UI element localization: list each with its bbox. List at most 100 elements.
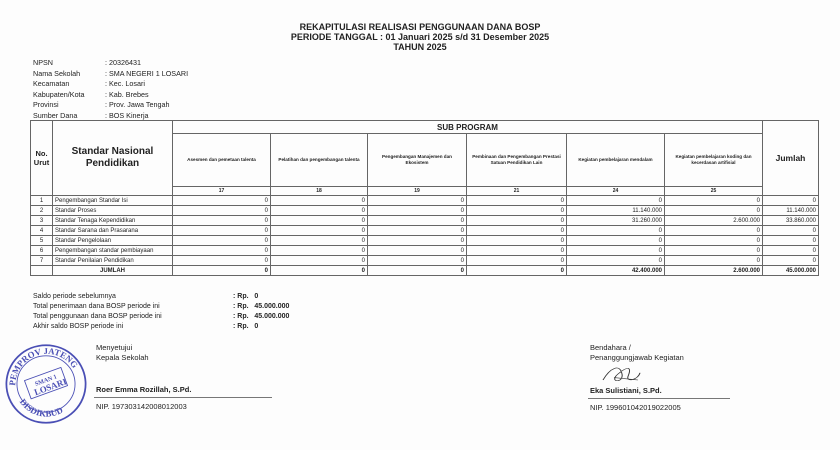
row-number: 7 <box>30 255 53 266</box>
principal-nip: NIP. 197303142008012003 <box>96 402 187 411</box>
column-code: 21 <box>466 186 567 196</box>
row-value: 0 <box>466 225 567 236</box>
row-value: 0 <box>172 225 271 236</box>
row-value: 0 <box>566 225 665 236</box>
row-value: 0 <box>664 245 763 256</box>
row-value: 0 <box>172 205 271 216</box>
info-value: : 20326431 <box>105 58 141 67</box>
info-label: Sumber Dana <box>33 110 78 120</box>
info-label: Kecamatan <box>33 79 70 88</box>
row-number: 6 <box>30 245 53 256</box>
summary-value: : Rp. 0 <box>233 323 259 330</box>
row-value: 0 <box>367 195 467 206</box>
row-value: 0 <box>566 255 665 266</box>
row-total: 0 <box>762 235 819 246</box>
row-value: 0 <box>367 225 467 236</box>
info-label: Nama Sekolah <box>33 68 81 78</box>
principal-title: Kepala Sekolah <box>96 353 149 362</box>
row-value: 11.140.000 <box>566 205 665 216</box>
row-value: 0 <box>664 235 763 246</box>
row-standard: Standar Penilaian Pendidikan <box>52 255 173 266</box>
row-value: 0 <box>172 195 271 206</box>
row-number: 2 <box>30 205 53 216</box>
treasurer-label: Bendahara / <box>590 343 631 352</box>
row-value: 0 <box>367 245 467 256</box>
row-value: 0 <box>664 205 763 216</box>
table-row: 4 Standar Sarana dan Prasarana 0 0 0 0 0 0 0 <box>30 225 819 236</box>
summary-value: : Rp. 45.000.000 <box>233 303 290 310</box>
table-row: 2 Standar Proses 0 0 0 0 11.140.000 0 11.140.000 <box>30 205 819 216</box>
row-total: 0 <box>762 195 819 206</box>
treasurer-title: Penanggungjawab Kegiatan <box>590 353 684 362</box>
row-value: 0 <box>566 245 665 256</box>
row-value: 0 <box>270 255 368 266</box>
table-row: 6 Pengembangan standar pembiayaan 0 0 0 0 0 0 0 <box>30 245 819 256</box>
report-period: PERIODE TANGGAL : 01 Januari 2025 s/d 31… <box>290 32 550 42</box>
column-header: Kegiatan pembelajaran koding dan kecerda… <box>664 133 763 187</box>
school-stamp: PEMPROV JATENG DISDIKBUD SMAN 1 LOSARI <box>5 344 87 424</box>
approval-label: Menyetujui <box>96 343 133 352</box>
info-label: Provinsi <box>33 100 59 109</box>
info-value: : Prov. Jawa Tengah <box>105 100 170 109</box>
row-standard: Standar Sarana dan Prasarana <box>52 225 173 236</box>
row-value: 0 <box>270 205 368 216</box>
row-value: 0 <box>367 205 467 216</box>
row-value: 0 <box>466 195 567 206</box>
row-value: 0 <box>566 195 665 206</box>
info-value: : BOS Kinerja <box>105 110 149 120</box>
column-header: Pengembangan Manajemen dan Ekosistem <box>367 133 467 187</box>
row-standard: Pengembangan standar pembiayaan <box>52 245 173 256</box>
row-standard: Standar Proses <box>52 205 173 216</box>
summary-label: Total penggunaan dana BOSP periode ini <box>33 313 162 320</box>
row-total: 11.140.000 <box>762 205 819 216</box>
info-value: : Kec. Losari <box>105 79 145 88</box>
column-header: Asesmen dan pemetaan talenta <box>172 133 271 187</box>
row-value: 0 <box>466 205 567 216</box>
jumlah-header: Jumlah <box>762 120 819 196</box>
row-value: 0 <box>664 225 763 236</box>
row-total: 0 <box>762 225 819 236</box>
row-value: 0 <box>367 215 467 226</box>
column-code: 24 <box>566 186 665 196</box>
column-code: 19 <box>367 186 467 196</box>
row-value: 0 <box>566 235 665 246</box>
row-value: 0 <box>664 255 763 266</box>
report-title: REKAPITULASI REALISASI PENGGUNAAN DANA B… <box>299 22 541 32</box>
column-code: 25 <box>664 186 763 196</box>
info-value: : SMA NEGERI 1 LOSARI <box>105 68 189 78</box>
column-header: Pembinaan dan Pengembangan Prestasi Satu… <box>466 133 567 187</box>
table-row: 1 Pengembangan Standar Isi 0 0 0 0 0 0 0 <box>30 195 819 206</box>
row-value: 0 <box>367 235 467 246</box>
row-value: 0 <box>172 235 271 246</box>
row-standard: Pengembangan Standar Isi <box>52 195 173 206</box>
column-code: 17 <box>172 186 271 196</box>
row-value: 0 <box>172 255 271 266</box>
jumlah-value: 0 <box>270 265 368 276</box>
row-value: 2.600.000 <box>664 215 763 226</box>
treasurer-name: Eka Sulistiani, S.Pd. <box>590 386 662 395</box>
row-value: 0 <box>466 235 567 246</box>
table-row: 5 Standar Pengelolaan 0 0 0 0 0 0 0 <box>30 235 819 246</box>
sub-program-header: SUB PROGRAM <box>172 120 763 134</box>
column-header: Kegiatan pembelajaran mendalam <box>566 133 665 187</box>
jumlah-label: JUMLAH <box>52 265 173 276</box>
realization-table: No. Urut Standar Nasional Pendidikan SUB P… <box>30 120 819 276</box>
row-number: 3 <box>30 215 53 226</box>
summary-label: Saldo periode sebelumnya <box>33 293 116 300</box>
jumlah-total: 45.000.000 <box>762 265 819 276</box>
row-value: 0 <box>172 215 271 226</box>
summary-value: : Rp. 45.000.000 <box>233 313 290 320</box>
row-number: 1 <box>30 195 53 206</box>
row-value: 0 <box>466 215 567 226</box>
row-value: 0 <box>270 195 368 206</box>
stamp-bottom-text: DISDIKBUD <box>18 397 65 419</box>
row-value: 31.260.000 <box>566 215 665 226</box>
row-total: 0 <box>762 245 819 256</box>
row-standard: Standar Pengelolaan <box>52 235 173 246</box>
row-value: 0 <box>270 245 368 256</box>
table-row: 3 Standar Tenaga Kependidikan 0 0 0 0 31.260.0… <box>30 215 819 226</box>
jumlah-value: 2.600.000 <box>664 265 763 276</box>
row-value: 0 <box>172 245 271 256</box>
jumlah-value: 0 <box>172 265 271 276</box>
row-number: 4 <box>30 225 53 236</box>
